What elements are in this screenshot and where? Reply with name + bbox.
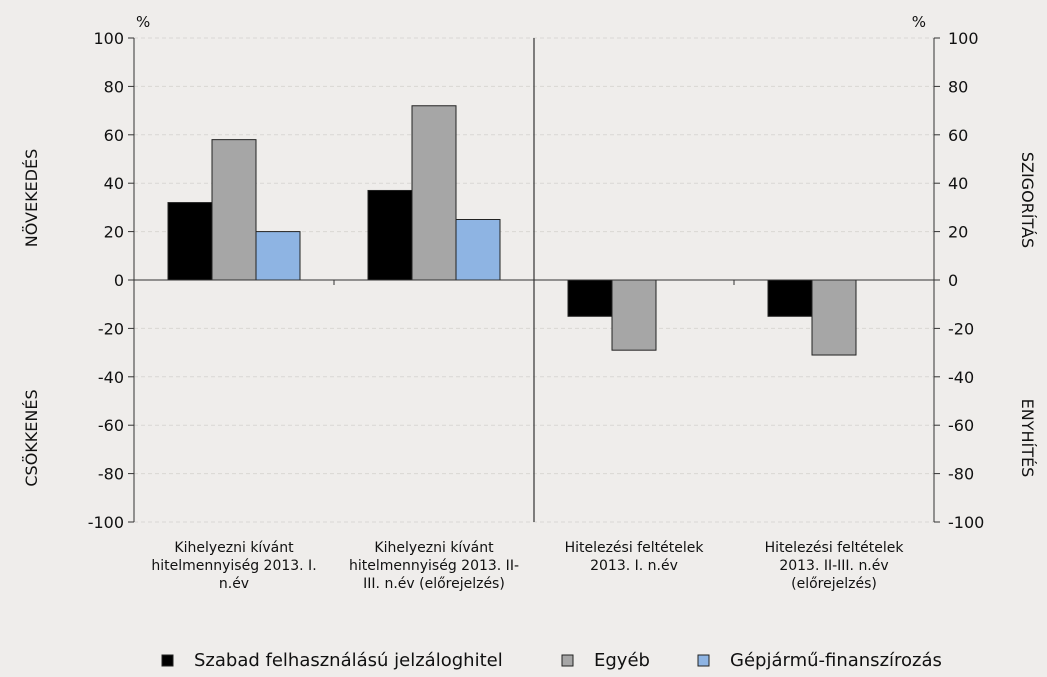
bars <box>167 105 857 356</box>
y-tick-label-right-3: -40 <box>948 368 974 387</box>
y-tick-label-right-7: 40 <box>948 174 968 193</box>
y-tick-label-right-5: 0 <box>948 271 958 290</box>
category-label-1: Kihelyezni kívánt hitelmennyiség 2013. II… <box>349 540 519 592</box>
bar-2-0 <box>255 231 301 281</box>
y-tick-label-left-5: 0 <box>114 271 124 290</box>
y-tick-label-right-9: 80 <box>948 77 968 96</box>
left-label-bottom: CSÖKKENÉS <box>22 389 41 486</box>
category-label-line: hitelmennyiség 2013. I. <box>151 558 316 574</box>
bar-1-0 <box>211 139 257 281</box>
bar-0-0 <box>167 202 213 281</box>
legend: Szabad felhasználású jelzáloghitel Egyéb G… <box>161 650 942 671</box>
y-unit-right: % <box>912 13 926 31</box>
right-label-bottom: ENYHÍTÉS <box>1018 399 1037 478</box>
category-label-line: III. n.év (előrejelzés) <box>363 576 505 592</box>
legend-label-1: Egyéb <box>594 650 650 671</box>
category-label-line: n.év <box>219 576 249 592</box>
right-label-top: SZIGORÍTÁS <box>1018 152 1037 248</box>
category-label-line: (előrejelzés) <box>791 576 877 592</box>
y-unit-left: % <box>136 13 150 31</box>
y-tick-label-left-4: -20 <box>98 319 124 338</box>
bar-1-2 <box>611 279 657 351</box>
y-tick-label-left-6: 20 <box>104 223 124 242</box>
category-label-0: Kihelyezni kívánt hitelmennyiség 2013. I.… <box>151 540 316 592</box>
y-tick-label-left-0: -100 <box>88 513 124 532</box>
y-tick-label-right-2: -60 <box>948 416 974 435</box>
axes <box>128 37 940 523</box>
category-label-line: 2013. I. n.év <box>590 558 678 574</box>
y-tick-label-left-10: 100 <box>93 29 124 48</box>
legend-label-2: Gépjármű-finanszírozás <box>730 650 942 671</box>
category-label-2: Hitelezési feltételek 2013. I. n.év <box>565 540 705 574</box>
y-tick-label-right-10: 100 <box>948 29 979 48</box>
bar-1-1 <box>411 105 457 281</box>
category-label-line: Hitelezési feltételek <box>565 540 705 556</box>
labels: -100 -100 -80 -80 -60 -60 -40 -40 -20 -20 0 0 20 20 40… <box>22 13 1037 592</box>
y-tick-label-left-7: 40 <box>104 174 124 193</box>
category-label-3: Hitelezési feltételek 2013. II-III. n.év (… <box>765 540 905 592</box>
bar-2-1 <box>455 219 501 281</box>
y-tick-label-right-0: -100 <box>948 513 984 532</box>
y-tick-label-left-3: -40 <box>98 368 124 387</box>
bar-0-3 <box>767 279 813 317</box>
bar-1-3 <box>811 279 857 356</box>
category-label-line: hitelmennyiség 2013. II- <box>349 558 519 574</box>
category-label-line: 2013. II-III. n.év <box>779 558 888 574</box>
y-tick-label-right-6: 20 <box>948 223 968 242</box>
left-label-top: NÖVEKEDÉS <box>22 149 41 248</box>
legend-swatch-2 <box>697 654 710 667</box>
y-tick-label-right-4: -20 <box>948 319 974 338</box>
category-label-line: Kihelyezni kívánt <box>174 540 294 556</box>
y-tick-label-right-1: -80 <box>948 465 974 484</box>
y-tick-label-right-8: 60 <box>948 126 968 145</box>
legend-swatch-1 <box>561 654 574 667</box>
legend-label-0: Szabad felhasználású jelzáloghitel <box>194 650 503 671</box>
bar-0-2 <box>567 279 613 317</box>
bar-0-1 <box>367 189 413 281</box>
y-tick-label-left-2: -60 <box>98 416 124 435</box>
y-tick-label-left-8: 60 <box>104 126 124 145</box>
category-label-line: Kihelyezni kívánt <box>374 540 494 556</box>
y-tick-label-left-1: -80 <box>98 465 124 484</box>
y-tick-label-left-9: 80 <box>104 77 124 96</box>
legend-swatch-0 <box>161 654 174 667</box>
category-label-line: Hitelezési feltételek <box>765 540 905 556</box>
